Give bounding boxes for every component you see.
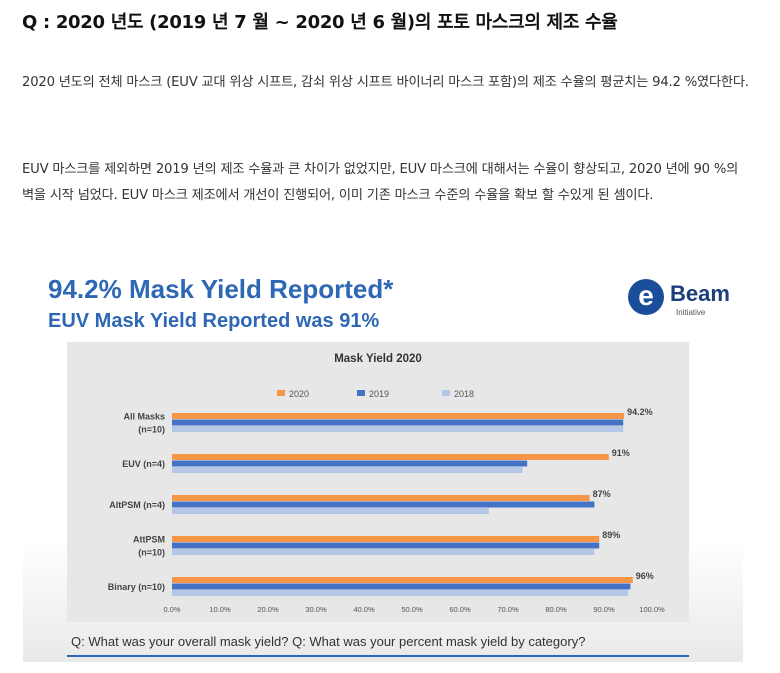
slide-heading: 94.2% Mask Yield Reported* [48, 274, 394, 304]
bar-2018 [172, 426, 624, 432]
x-tick-label: 40.0% [353, 605, 375, 614]
category-label: AltPSM (n=4) [109, 500, 165, 510]
mask-yield-chart: Mask Yield 2020 2020 2019 2018 All Masks (n=1… [108, 353, 665, 614]
bar-2019 [172, 460, 528, 467]
bar-2020 [172, 413, 625, 419]
category-label: Binary (n=10) [108, 582, 165, 592]
bar-2018 [172, 467, 523, 473]
bar-2019 [172, 542, 600, 549]
legend-swatch-2018 [442, 390, 450, 396]
bar-2020 [172, 577, 633, 583]
x-tick-label: 90.0% [593, 605, 615, 614]
bar-2020 [172, 454, 609, 460]
bar-2019 [172, 583, 631, 590]
paragraph-1: 2020 년도의 전체 마스크 (EUV 교대 위상 시프트, 감쇠 위상 시프… [22, 75, 749, 90]
bar-2019 [172, 419, 624, 426]
logo-subtitle: Initiative [676, 308, 706, 317]
slide-subheading: EUV Mask Yield Reported was 91% [48, 310, 380, 332]
legend-swatch-2019 [357, 390, 365, 396]
bar-2020 [172, 495, 590, 501]
chart-panel: Mask Yield 2020 2020 2019 2018 All Masks (n=1… [67, 342, 689, 622]
data-label: 89% [602, 530, 620, 540]
bar-2018 [172, 508, 489, 514]
x-tick-label: 70.0% [497, 605, 519, 614]
question-title: Q : 2020 년도 (2019 년 7 월 ~ 2020 년 6 월)의 포… [22, 12, 618, 33]
chart-title: Mask Yield 2020 [334, 353, 422, 365]
x-tick-label: 20.0% [257, 605, 279, 614]
legend-label-2019: 2019 [369, 389, 389, 399]
legend-swatch-2020 [277, 390, 285, 396]
legend-label-2018: 2018 [454, 389, 474, 399]
logo-mark: e [628, 279, 664, 315]
x-tick-label: 80.0% [545, 605, 567, 614]
x-tick-label: 10.0% [209, 605, 231, 614]
category-label: (n=10) [138, 547, 165, 557]
x-tick-label: 100.0% [639, 605, 665, 614]
x-tick-label: 0.0% [163, 605, 180, 614]
bar-2018 [172, 549, 595, 555]
ebeam-logo: e Beam Initiative [628, 279, 743, 323]
bar-2019 [172, 501, 595, 508]
legend-label-2020: 2020 [289, 389, 309, 399]
slide-image: 94.2% Mask Yield Reported* EUV Mask Yiel… [23, 252, 743, 662]
x-tick-label: 50.0% [401, 605, 423, 614]
footer-rule [67, 655, 689, 657]
category-label: EUV (n=4) [122, 459, 165, 469]
data-label: 96% [636, 571, 654, 581]
bar-2018 [172, 590, 628, 596]
category-label: (n=10) [138, 424, 165, 434]
category-label: All Masks [123, 411, 165, 421]
slide-footer: Q: What was your overall mask yield? Q: … [71, 634, 586, 649]
paragraph-2: EUV 마스크를 제외하면 2019 년의 제조 수율과 큰 차이가 없었지만,… [22, 162, 739, 203]
x-tick-label: 30.0% [305, 605, 327, 614]
bar-2020 [172, 536, 600, 542]
data-label: 87% [593, 489, 611, 499]
data-label: 94.2% [627, 407, 653, 417]
logo-word: Beam [670, 281, 730, 306]
category-label: AttPSM [133, 534, 165, 544]
data-label: 91% [612, 448, 630, 458]
x-tick-label: 60.0% [449, 605, 471, 614]
